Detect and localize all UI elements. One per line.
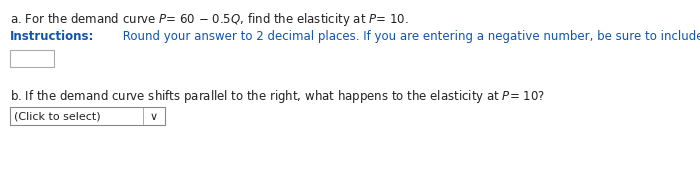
Text: b. If the demand curve shifts parallel to the right, what happens to the elastic: b. If the demand curve shifts parallel t… [10,88,545,105]
Text: Instructions:: Instructions: [10,30,94,43]
FancyBboxPatch shape [10,107,165,125]
Text: ∨: ∨ [150,111,158,122]
Text: a. For the demand curve $\mathit{P}$= 60 $-$ 0.5$\mathit{Q}$, find the elasticit: a. For the demand curve $\mathit{P}$= 60… [10,11,409,28]
FancyBboxPatch shape [10,50,54,67]
Text: (Click to select): (Click to select) [14,111,101,122]
Text: Round your answer to 2 decimal places. If you are entering a negative number, be: Round your answer to 2 decimal places. I… [119,30,700,43]
